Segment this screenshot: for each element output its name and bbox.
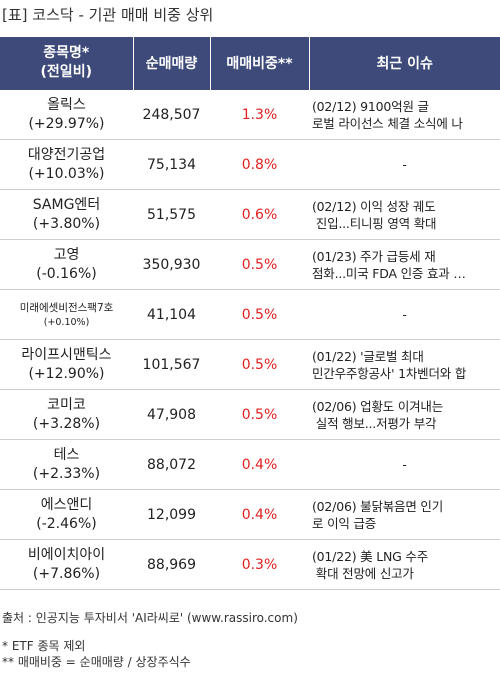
stock-cell: SAMG엔터 (+3.80%) <box>0 189 133 240</box>
header-change-label: (전일비) <box>40 64 92 80</box>
table-row: SAMG엔터 (+3.80%) 51,575 0.6% (02/12) 이익 성장 궤도… <box>0 189 500 240</box>
table-header-row: 종목명* (전일비) 순매매량 매매비중** 최근 이슈 <box>0 37 500 90</box>
ratio-formula-note: ** 매매비중 = 순매매량 / 상장주식수 <box>2 655 191 669</box>
trade-ratio-cell: 0.4% <box>210 439 309 490</box>
stock-name: 대양전기공업 <box>27 146 106 163</box>
trade-ratio-cell: 0.5% <box>210 339 309 390</box>
table-row: 코미코 (+3.28%) 47,908 0.5% (02/06) 업황도 이겨내는 실적… <box>0 389 500 440</box>
net-volume-cell: 101,567 <box>133 339 210 390</box>
net-volume-cell: 47,908 <box>133 389 210 440</box>
stock-cell: 올릭스 (+29.97%) <box>0 89 133 140</box>
trade-ratio-cell: 0.5% <box>210 239 309 290</box>
trade-ratio-cell: 0.4% <box>210 489 309 540</box>
stock-name: SAMG엔터 <box>32 196 101 213</box>
stock-cell: 고영 (-0.16%) <box>0 239 133 290</box>
stock-cell: 비에이치아이 (+7.86%) <box>0 539 133 590</box>
stock-cell: 라이프시맨틱스 (+12.90%) <box>0 339 133 390</box>
header-recent-issue: 최근 이슈 <box>309 37 500 90</box>
institution-trading-table: 종목명* (전일비) 순매매량 매매비중** 최근 이슈 올릭스 (+29.97%… <box>0 37 500 590</box>
net-volume-cell: 88,072 <box>133 439 210 490</box>
recent-issue-cell: (02/12) 이익 성장 궤도 진입...티니핑 영역 확대 <box>309 189 500 240</box>
stock-change: (+7.86%) <box>32 565 101 582</box>
stock-cell: 에스앤디 (-2.46%) <box>0 489 133 540</box>
table-title: [표] 코스닥 - 기관 매매 비중 상위 <box>2 6 214 24</box>
stock-change: (+3.28%) <box>32 415 101 432</box>
stock-cell: 코미코 (+3.28%) <box>0 389 133 440</box>
table-row: 비에이치아이 (+7.86%) 88,969 0.3% (01/22) 美 LNG 수주… <box>0 539 500 590</box>
source-note: 출처 : 인공지능 투자비서 'AI라씨로' (www.rassiro.com) <box>2 611 298 625</box>
net-volume-cell: 248,507 <box>133 89 210 140</box>
stock-change: (+0.10%) <box>43 317 90 328</box>
stock-change: (+3.80%) <box>32 215 101 232</box>
stock-cell: 대양전기공업 (+10.03%) <box>0 139 133 190</box>
recent-issue-cell: (01/23) 주가 급등세 재 점화...미국 FDA 인증 효과 … <box>309 239 500 290</box>
net-volume-cell: 75,134 <box>133 139 210 190</box>
table-row: 테스 (+2.33%) 88,072 0.4% - <box>0 439 500 490</box>
net-volume-cell: 350,930 <box>133 239 210 290</box>
stock-name: 에스앤디 <box>40 496 93 513</box>
stock-change: (+29.97%) <box>28 115 105 132</box>
table-row: 대양전기공업 (+10.03%) 75,134 0.8% - <box>0 139 500 190</box>
header-trade-ratio: 매매비중** <box>210 37 310 90</box>
net-volume-cell: 88,969 <box>133 539 210 590</box>
stock-name: 올릭스 <box>47 96 86 113</box>
table-row: 올릭스 (+29.97%) 248,507 1.3% (02/12) 9100억원 글 … <box>0 89 500 140</box>
etf-note: * ETF 종목 제외 <box>2 639 86 653</box>
stock-cell: 미래에셋비전스팩7호 (+0.10%) <box>0 289 133 340</box>
recent-issue-cell: - <box>309 289 500 340</box>
stock-change: (-0.16%) <box>36 265 97 282</box>
header-net-volume: 순매매량 <box>133 37 211 90</box>
table-row: 라이프시맨틱스 (+12.90%) 101,567 0.5% (01/22) '글로벌 … <box>0 339 500 390</box>
trade-ratio-cell: 0.6% <box>210 189 309 240</box>
stock-name: 비에이치아이 <box>27 546 106 563</box>
stock-name: 고영 <box>53 246 80 263</box>
net-volume-cell: 12,099 <box>133 489 210 540</box>
stock-cell: 테스 (+2.33%) <box>0 439 133 490</box>
net-volume-cell: 51,575 <box>133 189 210 240</box>
trade-ratio-cell: 0.3% <box>210 539 309 590</box>
stock-change: (-2.46%) <box>36 515 97 532</box>
header-stock-name-label: 종목명* <box>43 45 90 61</box>
trade-ratio-cell: 0.5% <box>210 289 309 340</box>
stock-name: 라이프시맨틱스 <box>21 346 112 363</box>
recent-issue-cell: - <box>309 439 500 490</box>
recent-issue-cell: (02/06) 업황도 이겨내는 실적 행보...저평가 부각 <box>309 389 500 440</box>
recent-issue-cell: (01/22) 美 LNG 수주 확대 전망에 신고가 <box>309 539 500 590</box>
table-row: 에스앤디 (-2.46%) 12,099 0.4% (02/06) 불닭볶음면 인기 로… <box>0 489 500 540</box>
trade-ratio-cell: 0.5% <box>210 389 309 440</box>
table-row: 고영 (-0.16%) 350,930 0.5% (01/23) 주가 급등세 재 점화… <box>0 239 500 290</box>
header-stock-name: 종목명* (전일비) <box>0 37 134 90</box>
net-volume-cell: 41,104 <box>133 289 210 340</box>
recent-issue-cell: (02/06) 불닭볶음면 인기 로 이익 급증 <box>309 489 500 540</box>
trade-ratio-cell: 0.8% <box>210 139 309 190</box>
trade-ratio-cell: 1.3% <box>210 89 309 140</box>
stock-change: (+10.03%) <box>28 165 105 182</box>
recent-issue-cell: (02/12) 9100억원 글 로벌 라이선스 체결 소식에 나 <box>309 89 500 140</box>
recent-issue-cell: - <box>309 139 500 190</box>
table-row: 미래에셋비전스팩7호 (+0.10%) 41,104 0.5% - <box>0 289 500 340</box>
stock-name: 코미코 <box>47 396 86 413</box>
stock-name: 미래에셋비전스팩7호 <box>19 302 114 314</box>
stock-name: 테스 <box>53 446 80 463</box>
stock-change: (+12.90%) <box>28 365 105 382</box>
stock-change: (+2.33%) <box>32 465 101 482</box>
recent-issue-cell: (01/22) '글로벌 최대 민간우주항공사' 1차벤더와 합 <box>309 339 500 390</box>
